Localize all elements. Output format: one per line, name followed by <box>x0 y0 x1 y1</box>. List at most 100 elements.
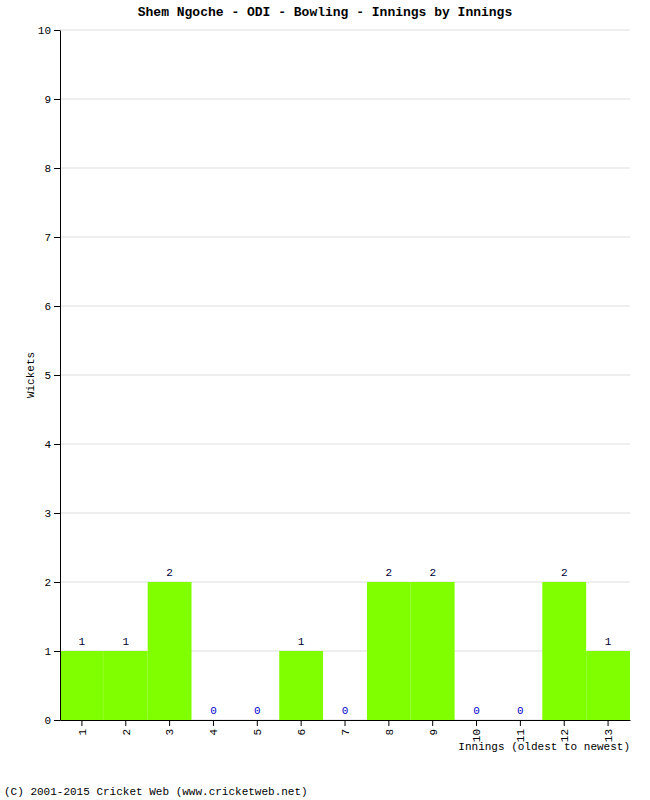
tick-label: 1 <box>77 729 89 736</box>
tick-label: 3 <box>164 729 176 736</box>
data-label: 0 <box>517 705 524 717</box>
bar <box>542 582 586 720</box>
tick: 5 <box>44 370 60 382</box>
tick-mark <box>608 720 609 726</box>
data-labels: 1120010220021 <box>79 567 612 717</box>
data-label: 2 <box>166 567 173 579</box>
grid-line <box>60 168 630 169</box>
tick: 2 <box>121 720 133 736</box>
bar <box>104 651 148 720</box>
tick: 11 <box>515 720 527 742</box>
tick: 0 <box>44 715 60 727</box>
data-label: 1 <box>298 636 305 648</box>
bar <box>455 720 499 721</box>
tick: 4 <box>44 439 60 451</box>
y-axis: 0 1 2 3 4 5 6 7 8 9 10 <box>38 25 61 727</box>
bar <box>323 720 367 721</box>
tick-label: 6 <box>296 729 308 736</box>
tick-label: 8 <box>384 729 396 736</box>
bar <box>148 582 192 720</box>
tick: 5 <box>252 720 264 736</box>
tick-label: 5 <box>44 370 51 382</box>
title: Shem Ngoche - ODI - Bowling - Innings by… <box>138 5 513 20</box>
data-label: 1 <box>122 636 129 648</box>
grid-line <box>60 306 630 307</box>
tick: 10 <box>38 25 60 37</box>
tick-mark <box>476 720 477 726</box>
tick-mark <box>388 720 389 726</box>
tick-label: 7 <box>44 232 51 244</box>
tick-mark <box>54 513 60 514</box>
tick-mark <box>345 720 346 726</box>
bar <box>235 720 279 721</box>
annotation: (C) 2001-2015 Cricket Web (www.cricketwe… <box>4 786 308 798</box>
tick: 10 <box>471 720 483 742</box>
tick: 6 <box>44 301 60 313</box>
tick: 12 <box>559 720 571 742</box>
data-label: 2 <box>386 567 393 579</box>
grid-line <box>60 237 630 238</box>
tick-mark <box>301 720 302 726</box>
data-label: 0 <box>210 705 217 717</box>
bar <box>279 651 323 720</box>
tick-mark <box>564 720 565 726</box>
tick-mark <box>169 720 170 726</box>
tick-mark <box>257 720 258 726</box>
tick: 3 <box>164 720 176 736</box>
tick-mark <box>54 375 60 376</box>
data-label: 1 <box>605 636 612 648</box>
tick-mark <box>125 720 126 726</box>
bar <box>411 582 455 720</box>
grid-line <box>60 30 630 31</box>
bar <box>192 720 236 721</box>
bar <box>498 720 542 721</box>
data-label: 0 <box>342 705 349 717</box>
tick-mark <box>81 720 82 726</box>
chart: 0123456789101234567891011121311200102200… <box>0 0 650 800</box>
tick-mark <box>54 582 60 583</box>
tick-label: 7 <box>340 729 352 736</box>
data-label: 1 <box>79 636 86 648</box>
tick-mark <box>54 99 60 100</box>
tick-mark <box>213 720 214 726</box>
x-axis-title: Innings (oldest to newest) <box>458 741 630 753</box>
tick-mark <box>54 237 60 238</box>
bars <box>60 582 630 720</box>
tick: 7 <box>44 232 60 244</box>
tick: 2 <box>44 577 60 589</box>
tick-label: 10 <box>38 25 51 37</box>
tick-label: 2 <box>121 729 133 736</box>
annotations: (C) 2001-2015 Cricket Web (www.cricketwe… <box>4 786 308 798</box>
tick-mark <box>54 720 60 721</box>
tick-mark <box>432 720 433 726</box>
bar <box>60 651 104 720</box>
tick: 7 <box>340 720 352 736</box>
tick: 6 <box>296 720 308 736</box>
background <box>0 0 650 800</box>
grid <box>60 30 630 720</box>
tick-label: 3 <box>44 508 51 520</box>
tick-mark <box>54 30 60 31</box>
grid-line <box>60 444 630 445</box>
grid-line <box>60 99 630 100</box>
y-axis-title: Wickets <box>25 352 37 398</box>
tick-label: 9 <box>44 94 51 106</box>
tick-mark <box>54 306 60 307</box>
bar <box>367 582 411 720</box>
tick: 9 <box>428 720 440 736</box>
data-label: 2 <box>561 567 568 579</box>
tick-label: 8 <box>44 163 51 175</box>
tick-mark <box>520 720 521 726</box>
grid-line <box>60 513 630 514</box>
bar <box>586 651 630 720</box>
tick: 3 <box>44 508 60 520</box>
tick: 8 <box>384 720 396 736</box>
tick-label: 2 <box>44 577 51 589</box>
tick: 4 <box>208 720 220 736</box>
tick: 1 <box>44 646 60 658</box>
tick-mark <box>54 444 60 445</box>
data-label: 0 <box>473 705 480 717</box>
tick-label: 4 <box>208 729 220 736</box>
tick-label: 9 <box>428 729 440 736</box>
tick-label: 1 <box>44 646 51 658</box>
